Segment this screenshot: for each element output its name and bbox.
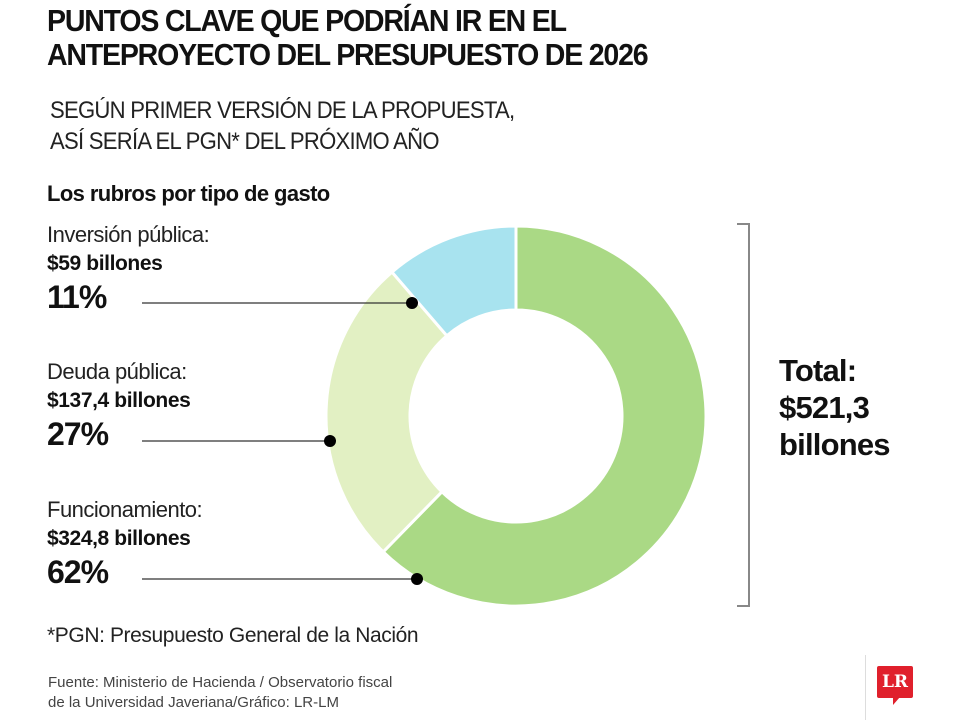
source-line-1: Fuente: Ministerio de Hacienda / Observa… (48, 674, 393, 691)
title-line-2: ANTEPROYECTO DEL PRESUPUESTO DE 2026 (47, 37, 649, 72)
lr-logo-tail (893, 697, 900, 705)
chart-title: PUNTOS CLAVE QUE PODRÍAN IR EN EL ANTEPR… (47, 3, 649, 72)
subtitle-line-2: ASÍ SERÍA EL PGN* DEL PRÓXIMO AÑO (50, 128, 440, 155)
total-line-1: Total: (779, 353, 857, 388)
slice-funcionamiento (381, 224, 708, 608)
source-line-2: de la Universidad Javeriana/Gráfico: LR-… (48, 694, 339, 711)
label-funcionamiento: Funcionamiento: $324,8 billones 62% (47, 495, 203, 591)
source-note: Fuente: Ministerio de Hacienda / Observa… (48, 673, 392, 713)
slice-deuda-publica (324, 269, 449, 555)
label-percent: 27% (47, 416, 109, 452)
label-percent: 11% (47, 279, 107, 315)
subtitle-line-1: SEGÚN PRIMER VERSIÓN DE LA PROPUESTA, (50, 97, 515, 124)
label-name: Deuda pública: (47, 359, 187, 384)
label-percent: 62% (47, 554, 109, 590)
label-deuda: Deuda pública: $137,4 billones 27% (47, 357, 191, 453)
slice-inversion-publica (389, 224, 518, 338)
label-inversion: Inversión pública: $59 billones 11% (47, 220, 210, 316)
lr-logo: LR (877, 666, 913, 698)
label-amount: $137,4 billones (47, 389, 191, 412)
leader-deuda-dot (324, 435, 336, 447)
total-line-3: billones (779, 427, 891, 462)
leader-lines (142, 297, 423, 585)
label-name: Funcionamiento: (47, 497, 203, 522)
total-line-2: $521,3 (779, 390, 870, 425)
total-bracket (737, 223, 750, 607)
leader-inversion-dot (406, 297, 418, 309)
section-title: Los rubros por tipo de gasto (47, 181, 330, 206)
title-line-1: PUNTOS CLAVE QUE PODRÍAN IR EN EL (47, 3, 567, 38)
donut-slices (324, 224, 708, 608)
leader-funcionamiento-dot (411, 573, 423, 585)
total-label: Total: $521,3 billones (779, 352, 891, 463)
footnote: *PGN: Presupuesto General de la Nación (47, 624, 419, 647)
label-amount: $59 billones (47, 252, 163, 275)
logo-divider (865, 655, 866, 720)
label-amount: $324,8 billones (47, 527, 191, 550)
label-name: Inversión pública: (47, 222, 210, 247)
chart-subtitle: SEGÚN PRIMER VERSIÓN DE LA PROPUESTA, AS… (50, 95, 515, 157)
